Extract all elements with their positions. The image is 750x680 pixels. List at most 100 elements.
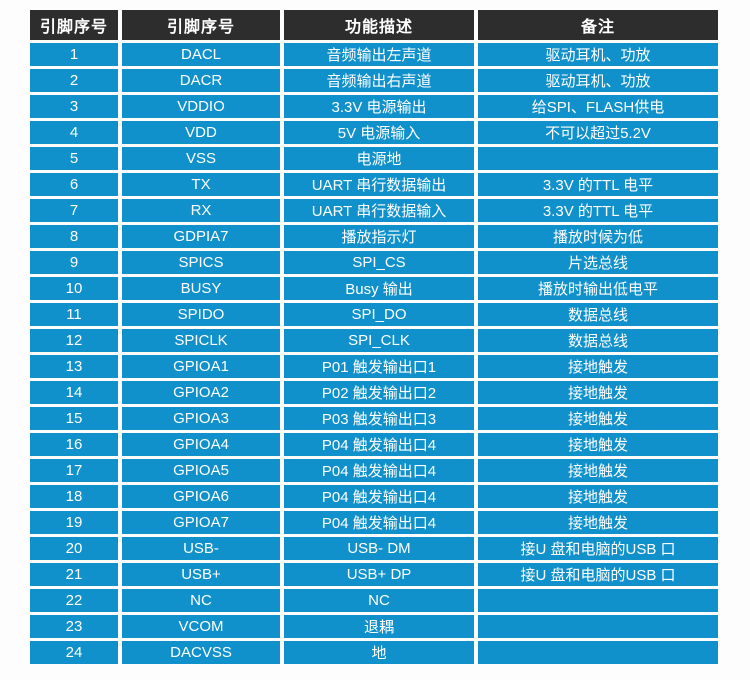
cell-pin-name: GPIOA5 (122, 459, 280, 482)
cell-remark: 不可以超过5.2V (478, 121, 718, 144)
header-pin-name: 引脚序号 (122, 10, 280, 40)
cell-function: 3.3V 电源输出 (284, 95, 474, 118)
cell-remark (478, 641, 718, 664)
cell-remark (478, 615, 718, 638)
cell-pin-index: 17 (30, 459, 118, 482)
cell-remark: 驱动耳机、功放 (478, 69, 718, 92)
cell-function: 电源地 (284, 147, 474, 170)
cell-remark: 3.3V 的TTL 电平 (478, 199, 718, 222)
cell-pin-index: 8 (30, 225, 118, 248)
cell-pin-index: 6 (30, 173, 118, 196)
cell-pin-name: VDD (122, 121, 280, 144)
cell-function: P03 触发输出口3 (284, 407, 474, 430)
cell-pin-name: BUSY (122, 277, 280, 300)
cell-pin-index: 10 (30, 277, 118, 300)
cell-pin-name: SPICS (122, 251, 280, 274)
cell-pin-name: NC (122, 589, 280, 612)
cell-pin-index: 22 (30, 589, 118, 612)
cell-pin-index: 14 (30, 381, 118, 404)
cell-pin-name: TX (122, 173, 280, 196)
cell-remark: 接U 盘和电脑的USB 口 (478, 537, 718, 560)
cell-remark: 片选总线 (478, 251, 718, 274)
cell-remark: 3.3V 的TTL 电平 (478, 173, 718, 196)
cell-function: UART 串行数据输入 (284, 199, 474, 222)
cell-function: P04 触发输出口4 (284, 511, 474, 534)
cell-function: P02 触发输出口2 (284, 381, 474, 404)
cell-function: USB- DM (284, 537, 474, 560)
cell-pin-name: VDDIO (122, 95, 280, 118)
cell-pin-index: 12 (30, 329, 118, 352)
cell-pin-index: 20 (30, 537, 118, 560)
cell-remark: 接地触发 (478, 485, 718, 508)
cell-function: P01 触发输出口1 (284, 355, 474, 378)
cell-function: 播放指示灯 (284, 225, 474, 248)
cell-pin-name: SPIDO (122, 303, 280, 326)
cell-pin-index: 15 (30, 407, 118, 430)
cell-function: 音频输出左声道 (284, 43, 474, 66)
cell-remark: 接地触发 (478, 381, 718, 404)
cell-pin-name: GPIOA3 (122, 407, 280, 430)
cell-pin-name: GDPIA7 (122, 225, 280, 248)
cell-remark (478, 589, 718, 612)
cell-pin-name: VSS (122, 147, 280, 170)
cell-function: P04 触发输出口4 (284, 459, 474, 482)
cell-pin-index: 16 (30, 433, 118, 456)
cell-pin-name: SPICLK (122, 329, 280, 352)
cell-pin-index: 13 (30, 355, 118, 378)
cell-remark: 接地触发 (478, 407, 718, 430)
cell-pin-index: 7 (30, 199, 118, 222)
cell-pin-name: GPIOA7 (122, 511, 280, 534)
cell-function: 退耦 (284, 615, 474, 638)
cell-function: 音频输出右声道 (284, 69, 474, 92)
cell-function: SPI_CLK (284, 329, 474, 352)
cell-pin-name: RX (122, 199, 280, 222)
cell-function: SPI_CS (284, 251, 474, 274)
cell-pin-index: 19 (30, 511, 118, 534)
cell-remark: 给SPI、FLASH供电 (478, 95, 718, 118)
cell-function: NC (284, 589, 474, 612)
cell-pin-name: GPIOA4 (122, 433, 280, 456)
cell-pin-index: 2 (30, 69, 118, 92)
cell-remark: 接地触发 (478, 459, 718, 482)
cell-remark: 数据总线 (478, 303, 718, 326)
cell-function: Busy 输出 (284, 277, 474, 300)
cell-pin-index: 1 (30, 43, 118, 66)
cell-function: 地 (284, 641, 474, 664)
header-remark: 备注 (478, 10, 718, 40)
cell-pin-index: 5 (30, 147, 118, 170)
cell-function: SPI_DO (284, 303, 474, 326)
cell-pin-index: 3 (30, 95, 118, 118)
cell-remark: 播放时输出低电平 (478, 277, 718, 300)
cell-pin-index: 23 (30, 615, 118, 638)
cell-pin-name: USB+ (122, 563, 280, 586)
cell-pin-name: GPIOA6 (122, 485, 280, 508)
cell-function: 5V 电源输入 (284, 121, 474, 144)
cell-pin-name: USB- (122, 537, 280, 560)
cell-function: UART 串行数据输出 (284, 173, 474, 196)
cell-remark: 接U 盘和电脑的USB 口 (478, 563, 718, 586)
cell-pin-index: 21 (30, 563, 118, 586)
header-function: 功能描述 (284, 10, 474, 40)
cell-pin-index: 11 (30, 303, 118, 326)
cell-pin-index: 4 (30, 121, 118, 144)
cell-pin-index: 18 (30, 485, 118, 508)
cell-remark: 驱动耳机、功放 (478, 43, 718, 66)
cell-pin-name: GPIOA1 (122, 355, 280, 378)
cell-function: USB+ DP (284, 563, 474, 586)
cell-function: P04 触发输出口4 (284, 485, 474, 508)
cell-pin-name: DACVSS (122, 641, 280, 664)
cell-remark: 数据总线 (478, 329, 718, 352)
cell-remark (478, 147, 718, 170)
cell-function: P04 触发输出口4 (284, 433, 474, 456)
cell-remark: 接地触发 (478, 511, 718, 534)
cell-pin-index: 9 (30, 251, 118, 274)
cell-pin-name: GPIOA2 (122, 381, 280, 404)
cell-pin-name: VCOM (122, 615, 280, 638)
cell-pin-name: DACR (122, 69, 280, 92)
cell-pin-name: DACL (122, 43, 280, 66)
cell-remark: 播放时候为低 (478, 225, 718, 248)
pin-table: 引脚序号 引脚序号 功能描述 备注 1 DACL 音频输出左声道 驱动耳机、功放 2 DA… (30, 10, 718, 664)
cell-pin-index: 24 (30, 641, 118, 664)
cell-remark: 接地触发 (478, 355, 718, 378)
cell-remark: 接地触发 (478, 433, 718, 456)
